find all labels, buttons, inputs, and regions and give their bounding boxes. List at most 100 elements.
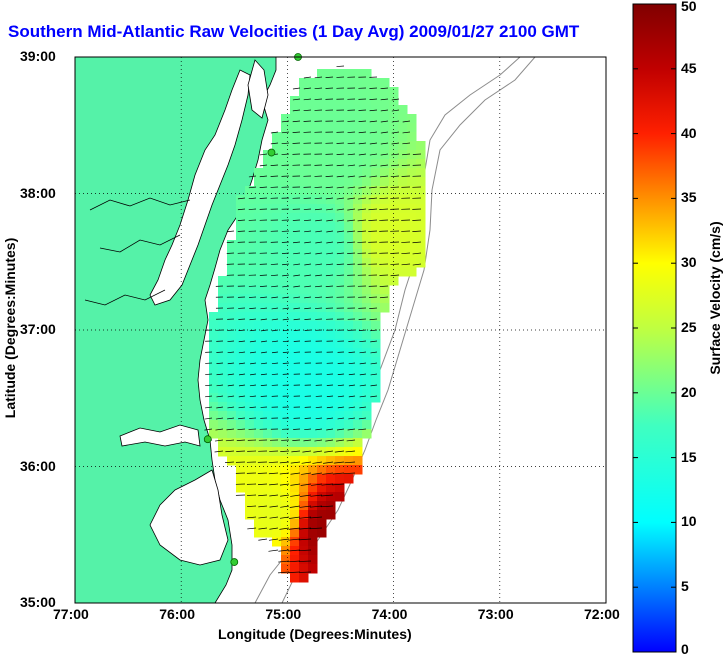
- velocity-cell: [335, 177, 345, 187]
- velocity-cell: [290, 204, 300, 214]
- velocity-cell: [335, 402, 345, 412]
- velocity-cell: [299, 348, 309, 358]
- velocity-cell: [398, 258, 408, 268]
- velocity-cell: [254, 438, 264, 448]
- velocity-vector: [304, 263, 312, 266]
- velocity-cell: [335, 213, 345, 223]
- velocity-cell: [272, 240, 282, 250]
- velocity-cell: [353, 366, 363, 376]
- velocity-cell: [344, 411, 354, 421]
- velocity-cell: [326, 285, 336, 295]
- velocity-cell: [308, 87, 318, 97]
- velocity-cell: [353, 357, 363, 367]
- velocity-vector: [259, 153, 268, 156]
- velocity-vector: [358, 142, 367, 145]
- velocity-vector: [269, 516, 279, 519]
- velocity-cell: [344, 267, 354, 277]
- colorbar-tick-label: 45: [681, 59, 697, 76]
- velocity-vector: [314, 76, 323, 79]
- velocity-vector: [225, 439, 235, 442]
- velocity-cell: [281, 546, 291, 556]
- velocity-cell: [281, 366, 291, 376]
- velocity-cell: [236, 411, 246, 421]
- velocity-cell: [335, 366, 345, 376]
- velocity-vector: [347, 241, 356, 244]
- velocity-cell: [263, 249, 273, 259]
- velocity-vector: [346, 439, 356, 442]
- velocity-vector: [226, 230, 235, 233]
- chesapeake-bay: [149, 69, 251, 306]
- velocity-vector: [280, 494, 290, 497]
- velocity-cell: [398, 159, 408, 169]
- velocity-cell: [380, 213, 390, 223]
- velocity-vector: [359, 373, 367, 376]
- velocity-cell: [362, 357, 372, 367]
- velocity-cell: [254, 402, 264, 412]
- velocity-cell: [398, 195, 408, 205]
- velocity-cell: [254, 474, 264, 484]
- velocity-vector: [369, 318, 378, 321]
- velocity-cell: [335, 195, 345, 205]
- velocity-cell: [380, 87, 390, 97]
- velocity-cell: [344, 429, 354, 439]
- velocity-cell: [371, 312, 381, 322]
- velocity-cell: [254, 267, 264, 277]
- velocity-vector: [368, 219, 378, 221]
- velocity-vector: [292, 131, 301, 133]
- velocity-cell: [272, 519, 282, 529]
- velocity-cell: [299, 564, 309, 574]
- velocity-cell: [308, 411, 318, 421]
- velocity-cell: [389, 96, 399, 106]
- velocity-cell: [362, 258, 372, 268]
- velocity-cell: [254, 339, 264, 349]
- y-tick-label: 35:00: [20, 594, 56, 610]
- velocity-cell: [281, 231, 291, 241]
- velocity-cell: [308, 105, 318, 115]
- velocity-cell: [299, 204, 309, 214]
- velocity-vector: [269, 483, 279, 486]
- velocity-cell: [362, 321, 372, 331]
- velocity-vector: [359, 406, 367, 409]
- velocity-cell: [371, 375, 381, 385]
- velocity-cell: [407, 186, 417, 196]
- velocity-vector: [358, 131, 367, 134]
- velocity-cell: [416, 240, 426, 250]
- velocity-cell: [218, 366, 228, 376]
- velocity-cell: [371, 357, 381, 367]
- velocity-vector: [380, 164, 389, 167]
- x-tick-label: 73:00: [477, 606, 514, 622]
- velocity-cell: [299, 312, 309, 322]
- velocity-cell: [380, 177, 390, 187]
- velocity-vector: [260, 384, 268, 386]
- velocity-vector: [238, 384, 246, 387]
- velocity-cell: [227, 249, 237, 259]
- velocity-vector: [289, 516, 301, 519]
- velocity-cell: [245, 321, 255, 331]
- velocity-cell: [362, 141, 372, 151]
- velocity-cell: [398, 231, 408, 241]
- velocity-cell: [254, 231, 264, 241]
- velocity-cell: [317, 222, 327, 232]
- velocity-cell: [209, 339, 219, 349]
- velocity-cell: [380, 222, 390, 232]
- velocity-vector: [412, 252, 422, 255]
- velocity-cell: [308, 123, 318, 133]
- velocity-cell: [245, 258, 255, 268]
- velocity-cell: [308, 366, 318, 376]
- velocity-cell: [272, 312, 282, 322]
- velocity-vector: [303, 76, 312, 79]
- velocity-cell: [380, 204, 390, 214]
- velocity-cell: [254, 510, 264, 520]
- velocity-cell: [317, 276, 327, 286]
- velocity-cell: [344, 96, 354, 106]
- velocity-cell: [335, 240, 345, 250]
- velocity-vector: [323, 461, 334, 464]
- velocity-cell: [263, 294, 273, 304]
- velocity-cell: [236, 204, 246, 214]
- velocity-cell: [263, 276, 273, 286]
- velocity-cell: [227, 240, 237, 250]
- velocity-cell: [245, 240, 255, 250]
- velocity-cell: [299, 96, 309, 106]
- velocity-cell: [290, 105, 300, 115]
- velocity-cell: [290, 240, 300, 250]
